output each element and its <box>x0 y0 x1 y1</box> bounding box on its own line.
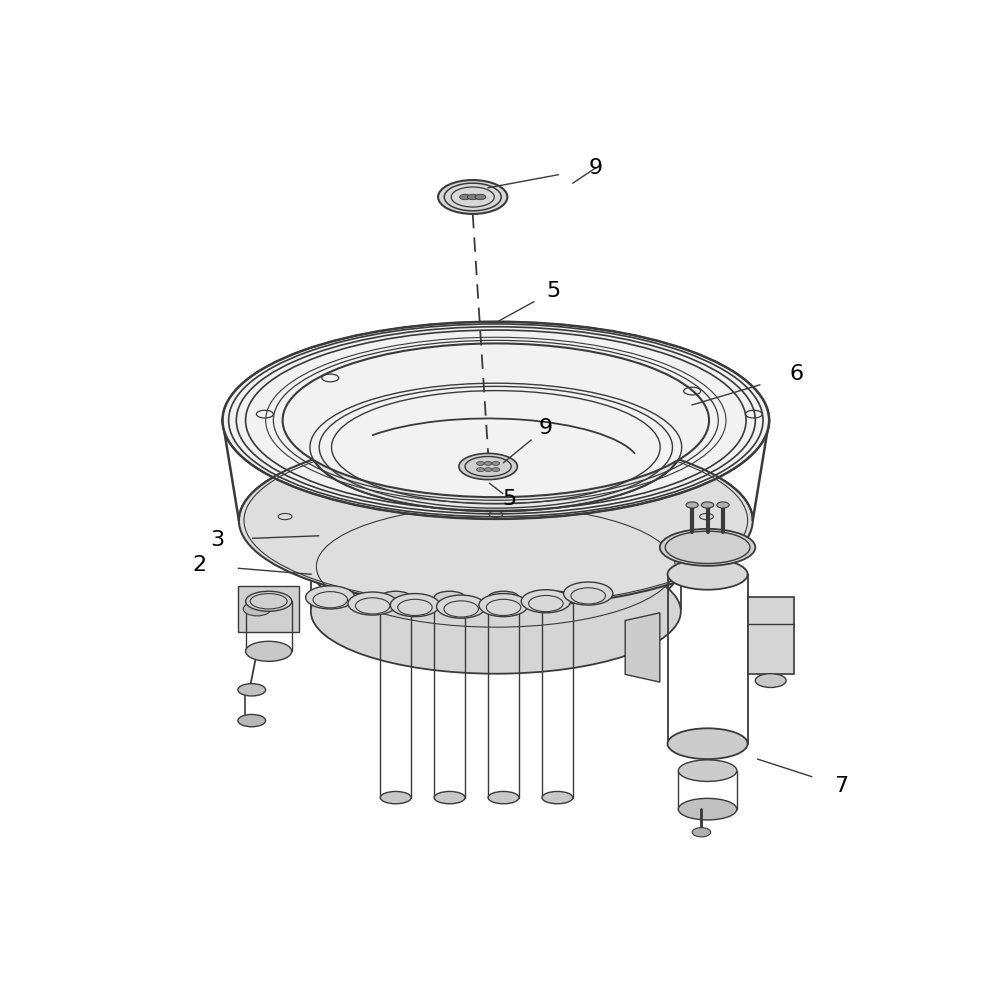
Ellipse shape <box>435 591 465 604</box>
Ellipse shape <box>380 591 411 604</box>
Ellipse shape <box>223 322 769 519</box>
Ellipse shape <box>492 468 500 472</box>
Ellipse shape <box>467 194 478 200</box>
Ellipse shape <box>543 591 573 604</box>
Ellipse shape <box>678 760 737 781</box>
Ellipse shape <box>238 684 265 696</box>
Ellipse shape <box>492 461 500 465</box>
Text: 3: 3 <box>210 530 224 550</box>
Ellipse shape <box>459 453 518 480</box>
Ellipse shape <box>238 714 265 727</box>
Ellipse shape <box>306 586 354 609</box>
Ellipse shape <box>488 591 519 604</box>
Text: 9: 9 <box>589 158 603 178</box>
Ellipse shape <box>282 343 709 497</box>
Ellipse shape <box>246 641 292 661</box>
Ellipse shape <box>239 434 752 607</box>
Ellipse shape <box>686 502 698 508</box>
Ellipse shape <box>755 674 786 687</box>
Ellipse shape <box>380 791 411 804</box>
Ellipse shape <box>310 383 682 511</box>
Ellipse shape <box>244 602 271 616</box>
Bar <box>747 597 794 674</box>
Ellipse shape <box>476 468 484 472</box>
Ellipse shape <box>390 594 440 617</box>
Text: 7: 7 <box>834 776 847 796</box>
Ellipse shape <box>437 595 486 618</box>
Ellipse shape <box>348 592 397 615</box>
Ellipse shape <box>459 194 470 200</box>
Ellipse shape <box>246 591 292 611</box>
Ellipse shape <box>667 728 747 759</box>
Bar <box>238 586 300 632</box>
Ellipse shape <box>667 559 747 590</box>
Text: 6: 6 <box>789 364 803 384</box>
Ellipse shape <box>479 594 529 617</box>
Ellipse shape <box>484 468 492 472</box>
Ellipse shape <box>563 582 613 605</box>
Ellipse shape <box>475 194 486 200</box>
Text: 5: 5 <box>503 489 517 509</box>
Text: 2: 2 <box>192 555 207 575</box>
Ellipse shape <box>476 461 484 465</box>
Ellipse shape <box>701 502 714 508</box>
Ellipse shape <box>311 504 681 629</box>
Ellipse shape <box>484 461 492 465</box>
Ellipse shape <box>717 502 729 508</box>
Ellipse shape <box>678 798 737 820</box>
Ellipse shape <box>659 529 755 566</box>
Ellipse shape <box>311 549 681 674</box>
Ellipse shape <box>692 828 711 837</box>
Ellipse shape <box>435 791 465 804</box>
Ellipse shape <box>488 791 519 804</box>
Ellipse shape <box>438 180 507 214</box>
Text: 5: 5 <box>546 281 560 301</box>
Ellipse shape <box>521 590 570 613</box>
Ellipse shape <box>543 791 573 804</box>
Text: 9: 9 <box>539 418 553 438</box>
Polygon shape <box>626 613 659 682</box>
